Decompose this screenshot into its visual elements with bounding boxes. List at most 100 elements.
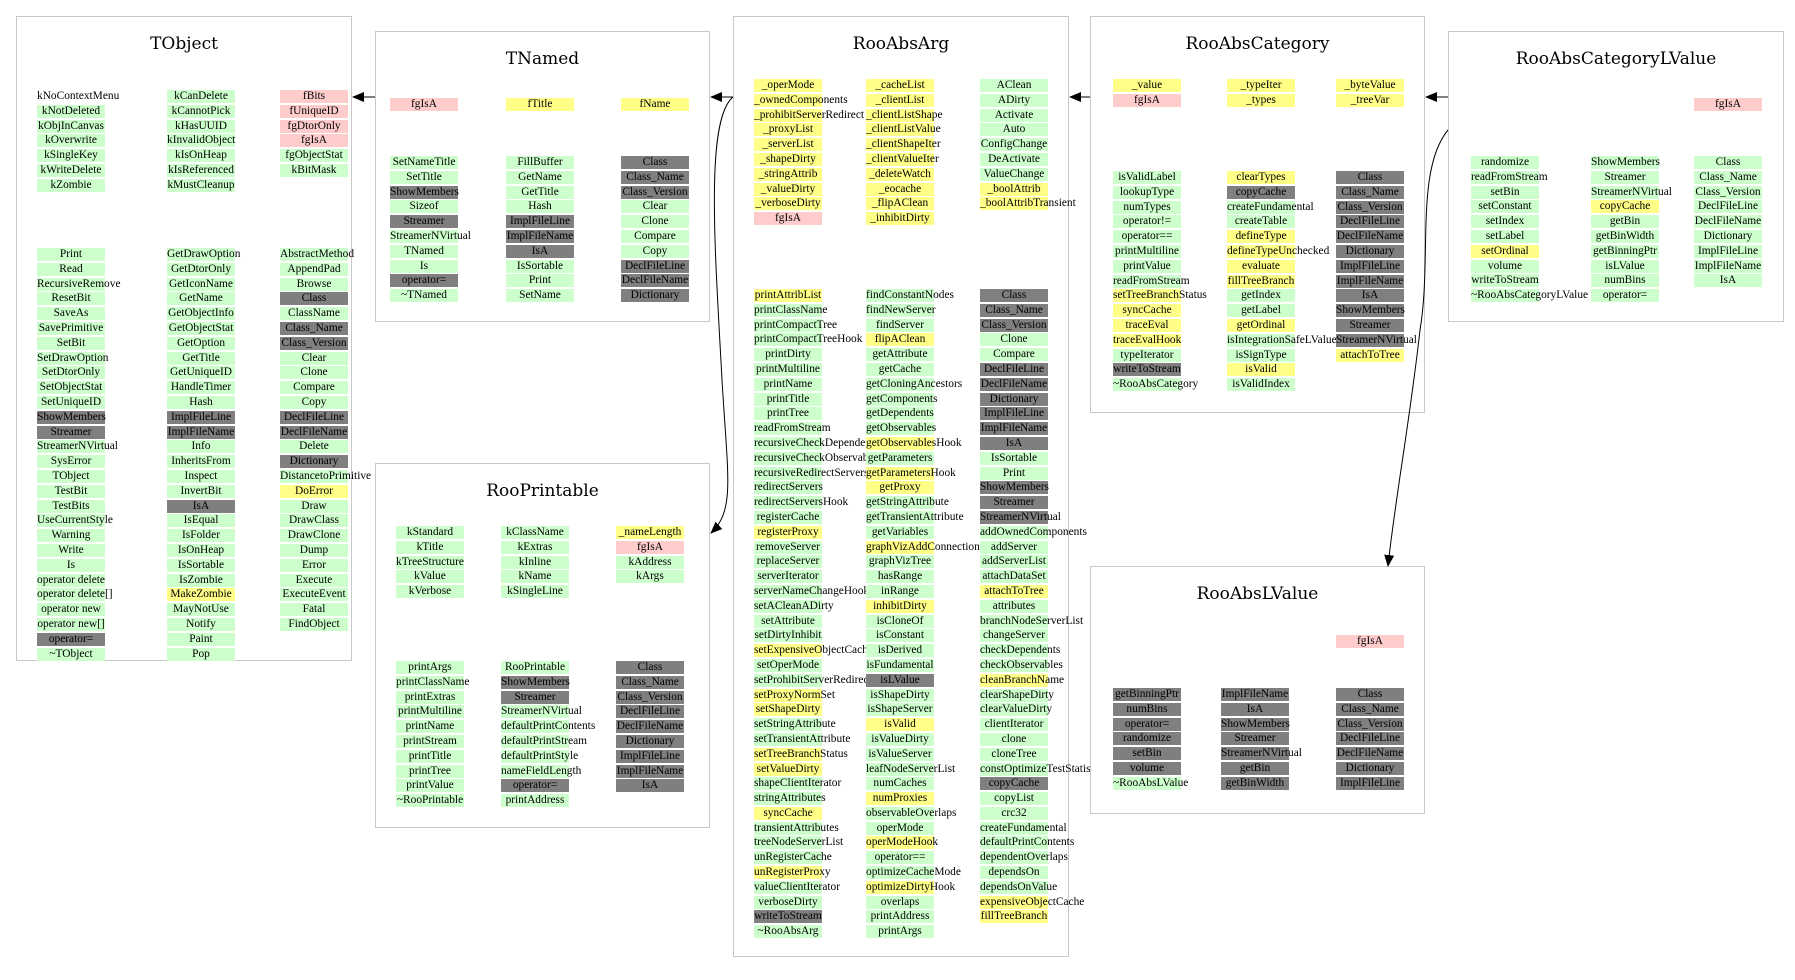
class-member: GetName — [506, 170, 574, 184]
class-member: Copy — [280, 395, 348, 409]
class-member: Print — [37, 248, 105, 261]
class-member: _clientListShape — [866, 108, 943, 122]
class-member: unRegisterCache — [754, 851, 832, 865]
class-member: Dictionary — [616, 734, 684, 748]
class-box-tnamed: TNamed fgIsA fTitle fName SetNameTitle SetTi… — [375, 31, 710, 322]
class-member: treeNodeServerList — [754, 836, 844, 850]
class-member: DrawClone — [280, 529, 348, 543]
class-member: Sizeof — [390, 200, 458, 214]
class-member: Is — [390, 259, 458, 273]
class-member: fgIsA — [1336, 635, 1404, 648]
class-member: ~RooAbsLValue — [1113, 776, 1189, 790]
class-member: _byteValue — [1336, 79, 1404, 92]
class-member: kCanDelete — [167, 90, 235, 103]
class-member: fgDtorOnly — [280, 119, 348, 133]
class-member: ImplFileName — [167, 425, 235, 439]
class-member: Read — [37, 262, 105, 276]
class-member: kStandard — [396, 526, 464, 539]
class-member: ImplFileName — [1694, 259, 1762, 273]
class-member: Dictionary — [280, 455, 348, 469]
class-member: getBin — [1591, 215, 1659, 229]
class-member: Class — [980, 289, 1048, 302]
class-member: findServer — [866, 318, 934, 332]
class-member: kSingleLine — [501, 585, 569, 599]
class-member: attributes — [980, 599, 1048, 613]
class-member: ADirty — [980, 93, 1048, 107]
class-member: Is — [37, 558, 105, 572]
class-member: GetUniqueID — [167, 366, 235, 380]
class-member: Streamer — [390, 215, 458, 229]
class-member: Streamer — [1221, 732, 1289, 746]
class-member: getBinningPtr — [1591, 244, 1659, 258]
class-member: Streamer — [1591, 170, 1659, 184]
class-member: DrawClass — [280, 514, 348, 528]
class-member: GetTitle — [506, 185, 574, 199]
class-member: defaultPrintStream — [501, 734, 588, 748]
class-member: AClean — [980, 79, 1048, 92]
class-member: getOrdinal — [1227, 318, 1295, 332]
class-member: fgIsA — [1694, 98, 1762, 111]
class-member: _proxyList — [754, 123, 822, 137]
class-member: getBinningPtr — [1113, 688, 1181, 701]
arrow-rooabsarg-to-rooprintable — [710, 96, 734, 534]
class-member: volume — [1471, 259, 1539, 273]
class-member: DeclFileLine — [621, 259, 689, 273]
class-member: ~RooAbsArg — [754, 925, 822, 939]
class-member: _typeIter — [1227, 79, 1295, 92]
class-member: _verboseDirty — [754, 197, 822, 211]
class-member: cloneTree — [980, 747, 1048, 761]
class-member: traceEval — [1113, 318, 1181, 332]
class-member: ~RooPrintable — [396, 794, 464, 808]
member-column: Class Class_Name Class_Version DeclFileLine… — [616, 661, 684, 794]
class-member: printMultiline — [754, 362, 822, 376]
class-member: Notify — [167, 617, 235, 631]
class-member: kValue — [396, 570, 464, 584]
class-member: Clone — [621, 215, 689, 229]
class-member: setShapeDirty — [754, 703, 822, 717]
class-member: _clientList — [866, 93, 934, 107]
class-member: Class — [621, 156, 689, 169]
class-member: removeServer — [754, 540, 822, 554]
class-member: Write — [37, 543, 105, 557]
class-member: clearShapeDirty — [980, 688, 1055, 702]
class-member: ImplFileLine — [1694, 244, 1762, 258]
class-member: ~RooAbsCategory — [1113, 378, 1199, 392]
class-member: ImplFileLine — [616, 749, 684, 763]
class-member: SetTitle — [390, 170, 458, 184]
class-member: DoError — [280, 484, 348, 498]
class-member: IsEqual — [167, 514, 235, 528]
class-member: _valueDirty — [754, 182, 822, 196]
class-member: clientIterator — [980, 718, 1048, 732]
class-member: fgIsA — [754, 212, 822, 226]
class-member: ~TNamed — [390, 289, 458, 303]
class-member: Class_Name — [1336, 185, 1404, 199]
class-member: copyCache — [1591, 200, 1659, 214]
class-title: RooAbsCategoryLValue — [1515, 49, 1717, 69]
class-member: printValue — [396, 779, 464, 793]
class-member: setConstant — [1471, 200, 1539, 214]
class-member: SetBit — [37, 336, 105, 350]
class-member: printMultiline — [396, 705, 464, 719]
class-member: evaluate — [1227, 259, 1295, 273]
class-member: GetName — [167, 292, 235, 306]
member-column: _cacheList _clientList _clientListShape _cl… — [866, 79, 943, 227]
class-member: TObject — [37, 469, 105, 483]
class-member: verboseDirty — [754, 895, 822, 909]
class-member: Dictionary — [980, 392, 1048, 406]
class-member: stringAttributes — [754, 792, 826, 806]
class-member: Streamer — [37, 425, 105, 439]
class-member: getCache — [866, 362, 934, 376]
class-member: StreamerNVirtual — [980, 510, 1061, 524]
class-member: ExecuteEvent — [280, 588, 348, 602]
class-member: kArgs — [616, 570, 684, 584]
class-member: kVerbose — [396, 585, 464, 599]
member-column: findConstantNodes findNewServer findServer… — [866, 289, 984, 940]
class-member: Dictionary — [1694, 229, 1762, 243]
member-column: fName — [621, 98, 689, 113]
class-member: kIsReferenced — [167, 163, 235, 177]
class-member: GetIconName — [167, 277, 235, 291]
class-member: IsA — [506, 244, 574, 258]
member-column: Class Class_Name Class_Version DeclFileLine… — [1336, 171, 1417, 363]
class-member: getProxy — [866, 481, 934, 495]
class-member: getAttribute — [866, 348, 934, 362]
